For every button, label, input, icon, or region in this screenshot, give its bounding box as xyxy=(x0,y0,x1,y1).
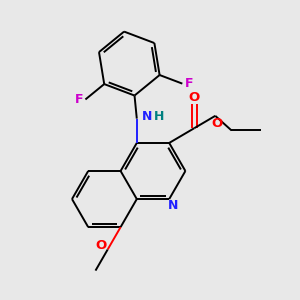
Text: O: O xyxy=(95,238,107,252)
Text: O: O xyxy=(189,91,200,104)
Text: F: F xyxy=(75,93,83,106)
Text: F: F xyxy=(185,77,193,90)
Text: H: H xyxy=(154,110,164,123)
Text: O: O xyxy=(212,117,223,130)
Text: N: N xyxy=(168,199,178,212)
Text: N: N xyxy=(142,110,152,123)
